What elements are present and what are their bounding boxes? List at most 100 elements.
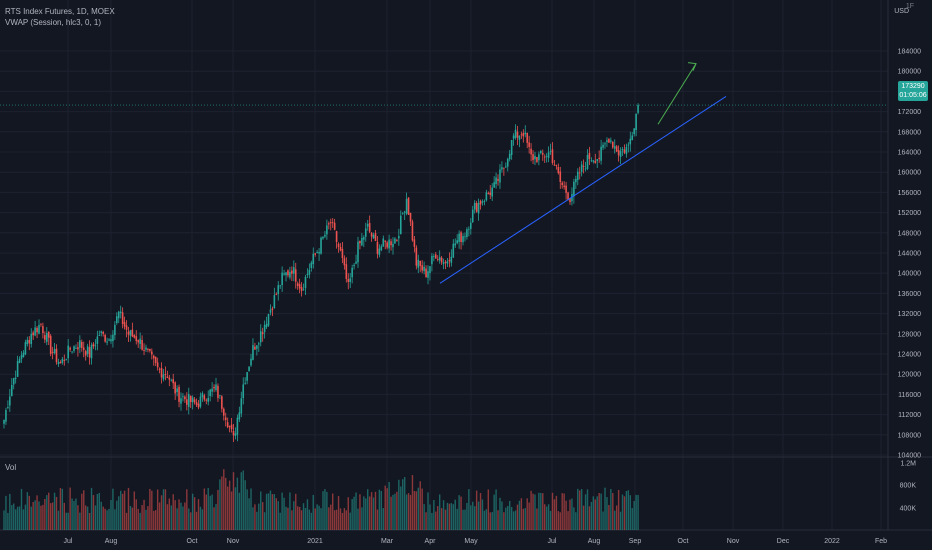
candle-body bbox=[207, 397, 210, 402]
symbol-title[interactable]: RTS Index Futures, 1D, MOEX bbox=[5, 7, 115, 16]
volume-bar bbox=[448, 503, 451, 530]
time-tick-label: Aug bbox=[588, 538, 601, 545]
volume-bar bbox=[417, 487, 419, 530]
volume-bar bbox=[279, 512, 281, 530]
volume-bar bbox=[248, 498, 250, 530]
candle-body bbox=[329, 222, 332, 224]
volume-bar bbox=[182, 506, 184, 530]
volume-bar bbox=[411, 475, 414, 530]
volume-bar bbox=[390, 496, 392, 530]
candle-body bbox=[143, 350, 145, 351]
volume-bar bbox=[388, 481, 390, 530]
volume-bar bbox=[485, 509, 488, 530]
candle-body bbox=[12, 378, 15, 385]
candle-body bbox=[186, 399, 188, 405]
candle-body bbox=[629, 138, 632, 145]
candle-body bbox=[197, 403, 200, 408]
price-tick-label: 112000 bbox=[898, 412, 921, 419]
candle-body bbox=[119, 311, 122, 314]
volume-bar bbox=[468, 489, 470, 530]
volume-bar bbox=[65, 512, 67, 530]
candle-body bbox=[18, 358, 21, 363]
candle-body bbox=[230, 424, 233, 430]
candle-body bbox=[454, 243, 457, 246]
candle-body bbox=[112, 334, 114, 342]
candle-body bbox=[489, 192, 492, 195]
volume-bar bbox=[273, 494, 276, 530]
currency-label[interactable]: USD bbox=[894, 8, 909, 15]
volume-bar bbox=[415, 491, 418, 530]
volume-bar bbox=[104, 508, 106, 530]
candle-body bbox=[77, 347, 79, 350]
candle-body bbox=[191, 397, 194, 403]
candle-body bbox=[67, 345, 69, 359]
volume-bar bbox=[349, 512, 351, 530]
candle-body bbox=[477, 203, 480, 214]
volume-bar bbox=[164, 489, 167, 530]
candle-body bbox=[172, 379, 175, 384]
candle-body bbox=[158, 368, 161, 370]
candle-body bbox=[121, 312, 124, 324]
volume-bar bbox=[244, 480, 246, 530]
volume-bar bbox=[440, 508, 443, 530]
volume-bar bbox=[112, 488, 114, 530]
volume-bar bbox=[215, 504, 217, 530]
volume-bar bbox=[36, 495, 38, 530]
volume-bar bbox=[505, 507, 507, 530]
volume-bar bbox=[195, 511, 198, 530]
volume-bar bbox=[265, 493, 268, 530]
volume-bar bbox=[633, 500, 635, 530]
volume-bar bbox=[337, 496, 340, 530]
candle-body bbox=[32, 332, 34, 336]
volume-bar bbox=[524, 508, 526, 530]
candle-body bbox=[600, 146, 602, 161]
volume-bar bbox=[141, 505, 143, 530]
candle-body bbox=[429, 266, 431, 274]
volume-bar bbox=[34, 500, 36, 530]
volume-bar bbox=[73, 500, 75, 530]
candle-body bbox=[42, 326, 44, 334]
volume-bar bbox=[5, 495, 7, 530]
candle-body bbox=[287, 270, 289, 276]
indicator-title[interactable]: VWAP (Session, hlc3, 0, 1) bbox=[5, 18, 102, 27]
candle-body bbox=[491, 187, 493, 197]
volume-bar bbox=[295, 493, 297, 530]
volume-bar bbox=[456, 508, 458, 530]
candle-body bbox=[419, 260, 422, 266]
volume-bar bbox=[86, 506, 89, 530]
volume-bar bbox=[396, 491, 398, 530]
candle-body bbox=[553, 164, 556, 166]
candle-body bbox=[154, 356, 157, 363]
volume-bar bbox=[250, 488, 252, 530]
candle-body bbox=[347, 279, 350, 282]
price-tick-label: 184000 bbox=[898, 49, 921, 56]
volume-bar bbox=[205, 494, 207, 530]
volume-bar bbox=[67, 512, 69, 530]
candle-body bbox=[75, 348, 77, 349]
candle-body bbox=[114, 324, 116, 336]
volume-bar bbox=[503, 512, 505, 530]
candle-body bbox=[147, 349, 149, 351]
volume-bar bbox=[402, 479, 404, 530]
volume-bar bbox=[133, 491, 136, 530]
candle-body bbox=[503, 167, 505, 169]
candle-body bbox=[53, 349, 56, 354]
volume-bar bbox=[483, 510, 486, 530]
candle-body bbox=[407, 197, 410, 215]
volume-bar bbox=[444, 509, 447, 530]
price-tick-label: 120000 bbox=[898, 372, 921, 379]
candle-body bbox=[298, 284, 301, 289]
volume-bar bbox=[423, 504, 425, 530]
volume-bar bbox=[540, 492, 542, 530]
volume-pane-label[interactable]: Vol bbox=[5, 463, 17, 472]
candle-body bbox=[296, 283, 299, 286]
volume-bar bbox=[518, 500, 521, 530]
volume-bar bbox=[236, 477, 239, 530]
candle-body bbox=[205, 399, 208, 401]
volume-bar bbox=[567, 511, 569, 530]
candle-body bbox=[411, 221, 414, 241]
candle-body bbox=[36, 327, 38, 333]
volume-bar bbox=[604, 487, 606, 530]
